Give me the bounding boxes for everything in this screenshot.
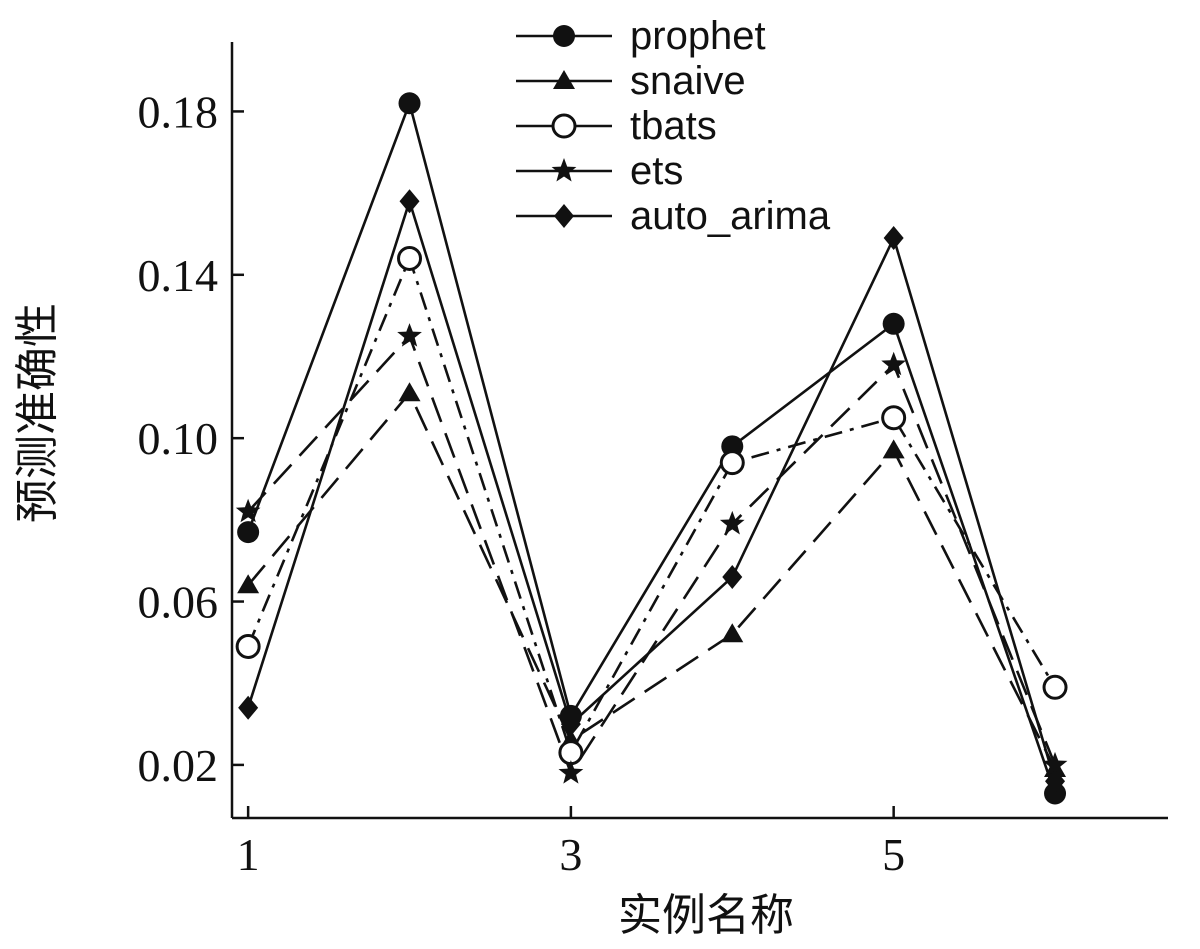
data-point-ets-6 (1042, 751, 1068, 776)
axes: 0.02 0.06 0.10 0.14 0.18 1 3 5 (138, 42, 1168, 880)
series-line-tbats (246, 254, 1057, 756)
data-point-ets-3 (558, 760, 584, 784)
data-point-ets-5 (881, 351, 906, 376)
data-point-auto_arima-2 (399, 189, 420, 214)
series-line-ets (247, 333, 1057, 776)
legend-marker-tbats (551, 113, 577, 139)
legend-label-prophet: prophet (630, 14, 766, 58)
legend-label-snaive: snaive (630, 59, 746, 103)
data-point-prophet-1 (237, 521, 260, 544)
data-point-auto_arima-3 (560, 712, 581, 737)
series-layer (235, 92, 1068, 805)
data-point-auto_arima-4 (722, 565, 743, 590)
legend-marker-ets (551, 158, 577, 182)
series-line-snaive (247, 390, 1057, 770)
y-tick-label: 0.14 (138, 250, 219, 301)
data-point-tbats-5 (881, 405, 907, 431)
y-tick-label: 0.10 (138, 413, 219, 464)
x-tick-label: 1 (237, 829, 260, 880)
data-point-ets-2 (397, 323, 422, 347)
data-point-auto_arima-1 (238, 695, 259, 720)
data-point-snaive-2 (398, 382, 421, 402)
series-line-auto_arima (246, 196, 1057, 782)
data-point-snaive-5 (882, 439, 905, 459)
legend-marker-prophet (553, 25, 575, 47)
x-axis-title: 实例名称 (618, 890, 794, 941)
y-tick-label: 0.06 (138, 577, 219, 628)
data-point-tbats-2 (397, 245, 423, 271)
data-point-ets-1 (235, 498, 261, 523)
data-point-tbats-4 (719, 450, 745, 476)
legend-marker-auto_arima (554, 204, 574, 228)
data-point-snaive-1 (237, 574, 260, 594)
data-point-prophet-6 (1044, 782, 1067, 805)
data-point-snaive-4 (721, 623, 744, 643)
data-point-auto_arima-6 (1045, 769, 1066, 794)
y-axis-title: 预测准确性 (12, 303, 63, 523)
data-point-tbats-6 (1042, 674, 1068, 700)
legend-label-tbats: tbats (630, 104, 717, 148)
data-point-tbats-1 (235, 633, 261, 659)
data-point-ets-4 (719, 510, 745, 535)
legend-marker-snaive (553, 70, 575, 89)
y-tick-label: 0.02 (138, 740, 219, 791)
legend-label-ets: ets (630, 149, 683, 193)
legend-label-auto_arima: auto_arima (630, 194, 831, 238)
y-tick-label: 0.18 (138, 86, 219, 137)
x-tick-label: 3 (559, 829, 582, 880)
data-point-prophet-5 (882, 312, 905, 335)
x-tick-label: 5 (882, 829, 905, 880)
series-line-prophet (246, 99, 1057, 794)
data-point-auto_arima-5 (883, 226, 904, 251)
data-point-prophet-2 (398, 92, 421, 115)
